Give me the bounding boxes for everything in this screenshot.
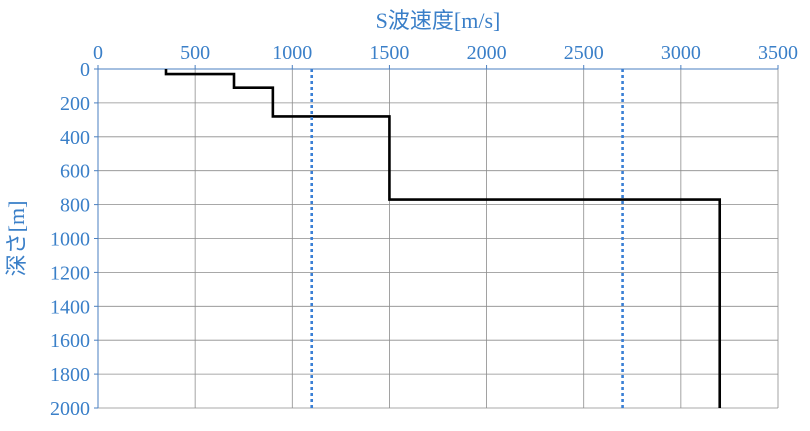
y-axis-title: 深さ[m] <box>4 201 29 277</box>
y-tick-label: 200 <box>60 93 90 115</box>
x-tick-label: 0 <box>93 42 103 64</box>
x-tick-label: 500 <box>180 42 210 64</box>
x-tick-label: 3000 <box>661 42 701 64</box>
y-tick-label: 2000 <box>50 398 90 420</box>
y-tick-label: 1400 <box>50 296 90 318</box>
y-tick-label: 800 <box>60 195 90 217</box>
x-tick-label: 2500 <box>564 42 604 64</box>
series <box>164 69 722 408</box>
axes <box>94 65 779 409</box>
y-tick-label: 1600 <box>50 330 90 352</box>
x-tick-label: 1500 <box>369 42 409 64</box>
y-tick-label: 1800 <box>50 364 90 386</box>
x-tick-label: 1000 <box>272 42 312 64</box>
y-tick-label: 400 <box>60 127 90 149</box>
x-axis-title: S波速度[m/s] <box>376 8 501 33</box>
y-tick-label: 1200 <box>50 262 90 284</box>
velocity-profile-line <box>164 69 722 408</box>
y-tick-label: 0 <box>80 59 90 81</box>
x-tick-label: 2000 <box>467 42 507 64</box>
grid <box>98 69 779 409</box>
y-tick-label: 1000 <box>50 229 90 251</box>
y-tick-label: 600 <box>60 161 90 183</box>
tick-labels: 0 500 1000 1500 2000 2500 3000 3500 0 200 400 600 80… <box>50 42 798 420</box>
x-tick-label: 3500 <box>758 42 798 64</box>
